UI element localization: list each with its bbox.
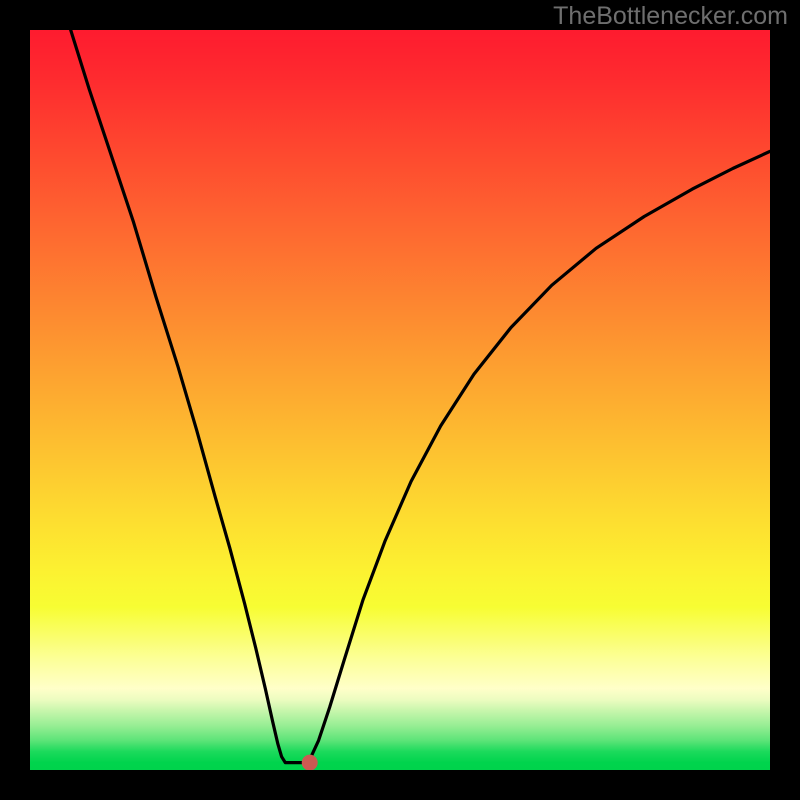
plot-area xyxy=(30,30,770,770)
bottleneck-curve xyxy=(30,30,770,770)
minimum-marker xyxy=(302,755,317,770)
watermark-text: TheBottlenecker.com xyxy=(553,2,788,31)
figure-root: TheBottlenecker.com xyxy=(0,0,800,800)
